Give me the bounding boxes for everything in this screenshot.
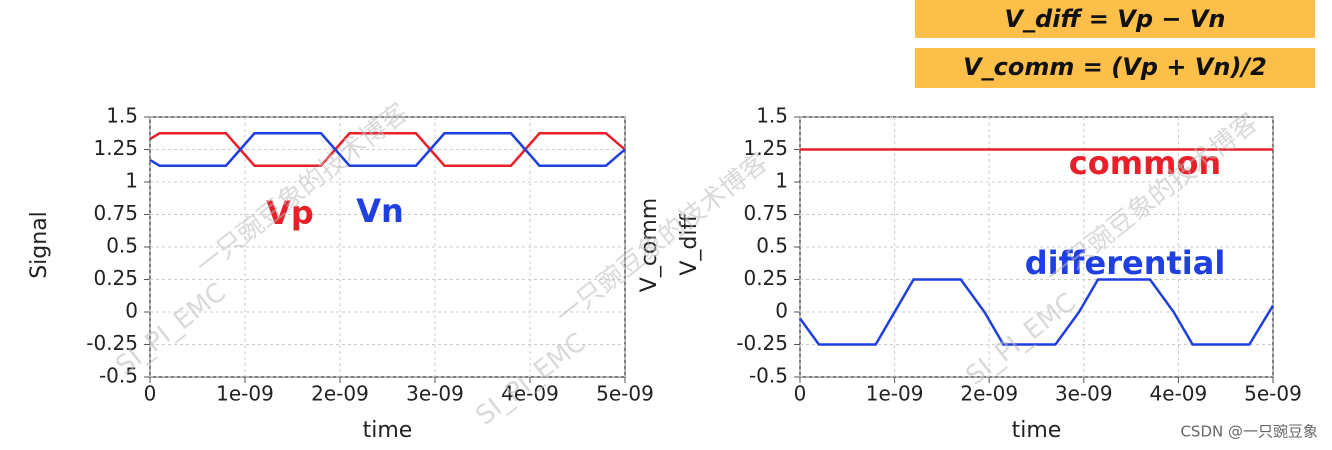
x-tick-label: 5e-09	[1244, 382, 1302, 406]
x-tick-label: 2e-09	[311, 382, 369, 406]
watermark: SI_PI_EMC	[110, 277, 231, 381]
x-tick-label: 4e-09	[501, 382, 559, 406]
y-tick-label: 0.25	[743, 266, 788, 290]
y-tick-label: 0.75	[93, 201, 138, 225]
y-axis-label: V_diff	[677, 214, 702, 276]
y-tick-label: 0	[775, 299, 788, 323]
series-line	[149, 132, 626, 167]
y-tick-label: 1	[125, 169, 138, 193]
watermark: SI_PI_EMC	[470, 327, 591, 431]
y-tick-label: 0.25	[93, 266, 138, 290]
y-axis-label: V_comm	[637, 198, 662, 292]
y-axis-label: Signal	[27, 211, 52, 279]
x-axis-label: time	[363, 418, 413, 443]
x-tick-label: 4e-09	[1150, 382, 1208, 406]
equation: V_comm = (Vp + Vn)/2	[963, 53, 1267, 81]
y-tick-label: 1.5	[756, 104, 788, 128]
series-label: Vn	[356, 192, 404, 230]
footer: CSDN @一只豌豆象	[1180, 423, 1318, 441]
watermark: 一只豌豆象的技术博客	[550, 148, 773, 332]
y-tick-label: 0	[125, 299, 138, 323]
y-tick-label: 1.25	[743, 136, 788, 160]
y-tick-label: -0.5	[99, 364, 138, 388]
series-line	[798, 278, 1275, 346]
y-tick-label: 1.5	[106, 104, 138, 128]
x-tick-label: 5e-09	[596, 382, 654, 406]
y-tick-label: 0.5	[106, 234, 138, 258]
x-tick-label: 0	[144, 382, 157, 406]
x-tick-label: 0	[794, 382, 807, 406]
equation: V_diff = Vp − Vn	[1004, 5, 1225, 33]
y-tick-label: 0.5	[756, 234, 788, 258]
x-tick-label: 2e-09	[960, 382, 1018, 406]
x-tick-label: 1e-09	[216, 382, 274, 406]
x-tick-label: 3e-09	[406, 382, 464, 406]
x-tick-label: 3e-09	[1055, 382, 1113, 406]
series-label: common	[1069, 144, 1221, 182]
equation-box	[915, 48, 1315, 88]
series-line	[149, 132, 626, 167]
y-tick-label: -0.25	[736, 331, 788, 355]
y-tick-label: 1	[775, 169, 788, 193]
y-tick-label: 1.25	[93, 136, 138, 160]
series-label: Vp	[266, 194, 314, 232]
equation-box	[915, 0, 1315, 38]
y-tick-label: 0.75	[743, 201, 788, 225]
watermark: 一只豌豆象的技术博客	[190, 98, 413, 282]
series-label: differential	[1025, 244, 1226, 282]
x-axis-label: time	[1012, 418, 1062, 443]
y-tick-label: -0.5	[749, 364, 788, 388]
x-tick-label: 1e-09	[866, 382, 924, 406]
y-tick-label: -0.25	[86, 331, 138, 355]
